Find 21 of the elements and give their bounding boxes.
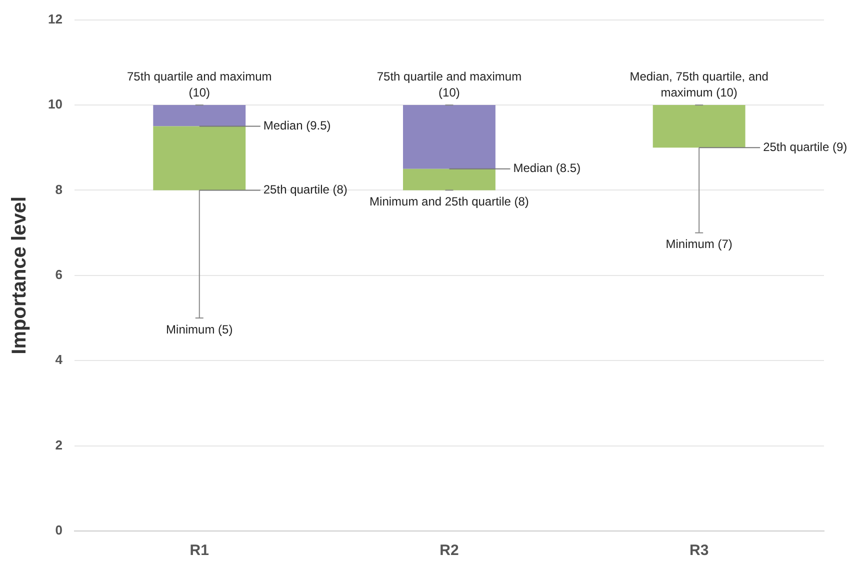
annotation: 75th quartile and maximum (10) [376,69,522,100]
x-tick-label: R3 [689,542,709,560]
y-tick-label: 4 [55,352,64,368]
annotation: Median, 75th quartile, and maximum (10) [630,69,768,100]
annotation: Median (8.5) [513,161,581,176]
annotation: Minimum (7) [666,237,732,252]
annotation: 75th quartile and maximum (10) [127,69,272,100]
x-tick-label: R1 [190,542,209,560]
annotation: 25th quartile (9) [763,140,848,154]
y-tick-label: 12 [48,11,62,26]
y-tick-label: 8 [55,182,62,197]
y-tick-label: 0 [55,522,62,538]
annotation: Median (9.5) [263,118,331,133]
y-tick-label: 6 [55,266,62,282]
annotation: 25th quartile (8) [263,182,348,197]
annotation: Minimum (5) [166,322,233,336]
x-tick-label: R2 [440,542,459,560]
annotation: Minimum and 25th quartile (8) [370,194,529,209]
y-tick-label: 2 [55,437,62,452]
y-axis-title: Importance level [8,196,31,354]
y-tick-label: 10 [48,96,62,112]
